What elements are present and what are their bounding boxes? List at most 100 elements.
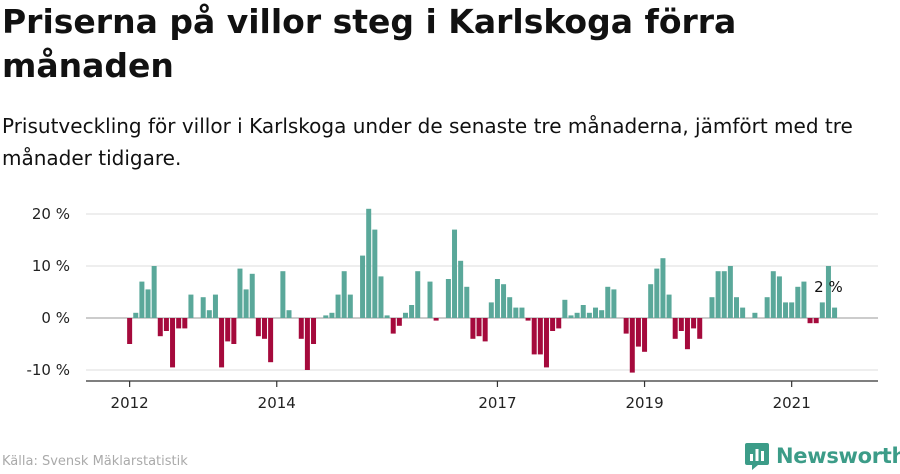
bar [629, 318, 635, 373]
bar [684, 318, 690, 350]
bar [494, 279, 500, 318]
bar [605, 286, 611, 318]
bar [286, 310, 292, 318]
brand-logo[interactable]: Newsworthy [744, 440, 900, 472]
bar [170, 318, 176, 368]
bar [464, 286, 470, 318]
y-tick-label: 0 % [41, 309, 70, 327]
brand-name: Newsworthy [776, 444, 900, 468]
bar [390, 318, 396, 334]
bar [770, 271, 776, 318]
bar [666, 294, 672, 318]
bar [623, 318, 629, 334]
source-note: Källa: Svensk Mäklarstatistik [2, 454, 188, 469]
bar [678, 318, 684, 331]
bar [268, 318, 274, 363]
bar [409, 305, 415, 318]
bar [801, 281, 807, 318]
bar [635, 318, 641, 347]
bar [550, 318, 556, 331]
x-tick-label: 2017 [478, 394, 516, 412]
bar [372, 229, 378, 318]
bar [452, 229, 458, 318]
bar [488, 302, 494, 318]
bar [556, 318, 562, 329]
bar [727, 266, 733, 318]
bar [672, 318, 678, 339]
bar [825, 266, 831, 318]
bar [200, 297, 206, 318]
bar [691, 318, 697, 329]
bar [513, 307, 519, 318]
bar [660, 258, 666, 318]
bar [206, 310, 212, 318]
bar [445, 279, 451, 318]
bar [531, 318, 537, 355]
bar [139, 281, 145, 318]
bar [832, 307, 838, 318]
bar [586, 312, 592, 318]
bar [752, 312, 758, 318]
bar [715, 271, 721, 318]
bar [599, 310, 605, 318]
bar [568, 315, 574, 318]
bar-chart: -10 % 0 % 10 % 20 % 2012 2014 2017 2019 2021 2 % [26, 205, 878, 412]
bar [611, 289, 617, 318]
bar [347, 294, 353, 318]
bar [311, 318, 317, 344]
bar [470, 318, 476, 339]
bar [378, 276, 384, 318]
bar [176, 318, 182, 329]
bar [648, 284, 654, 318]
bar [525, 318, 531, 321]
x-tick-label: 2012 [111, 394, 149, 412]
bar [157, 318, 163, 337]
y-tick-label: 20 % [32, 205, 70, 223]
last-value-label: 2 % [814, 278, 843, 296]
bar [537, 318, 543, 355]
label-layer: -10 % 0 % 10 % 20 % 2012 2014 2017 2019 2021 2 % [26, 205, 842, 412]
bar [593, 307, 599, 318]
bar [341, 271, 347, 318]
bar [697, 318, 703, 339]
grid-layer [86, 213, 878, 371]
bar [163, 318, 169, 331]
axis-layer [86, 380, 878, 387]
bar [127, 318, 133, 344]
bar [458, 260, 464, 318]
x-tick-label: 2014 [258, 394, 296, 412]
bar [574, 312, 580, 318]
bar [433, 318, 439, 321]
y-tick-label: -10 % [26, 361, 70, 379]
bar [476, 318, 482, 337]
bar [261, 318, 267, 339]
bar [789, 302, 795, 318]
bar [219, 318, 225, 368]
bar [482, 318, 488, 342]
bar [402, 312, 408, 318]
bar [298, 318, 304, 339]
bar [280, 271, 286, 318]
bar [562, 299, 568, 318]
x-tick-label: 2019 [625, 394, 663, 412]
bar [427, 281, 433, 318]
bar [740, 307, 746, 318]
bar [212, 294, 218, 318]
bar [182, 318, 188, 329]
bar [543, 318, 549, 368]
bar [384, 315, 390, 318]
bar [580, 305, 586, 318]
bar [323, 315, 329, 318]
bar [366, 208, 372, 318]
bar [795, 286, 801, 318]
bar [819, 302, 825, 318]
bar [415, 271, 421, 318]
bar [654, 268, 660, 318]
bar [237, 268, 243, 318]
bar [335, 294, 341, 318]
bar [721, 271, 727, 318]
bar [145, 289, 151, 318]
bar [151, 266, 157, 318]
chart-title: Priserna på villor steg i Karlskoga förr… [2, 2, 737, 85]
bar [807, 318, 813, 324]
